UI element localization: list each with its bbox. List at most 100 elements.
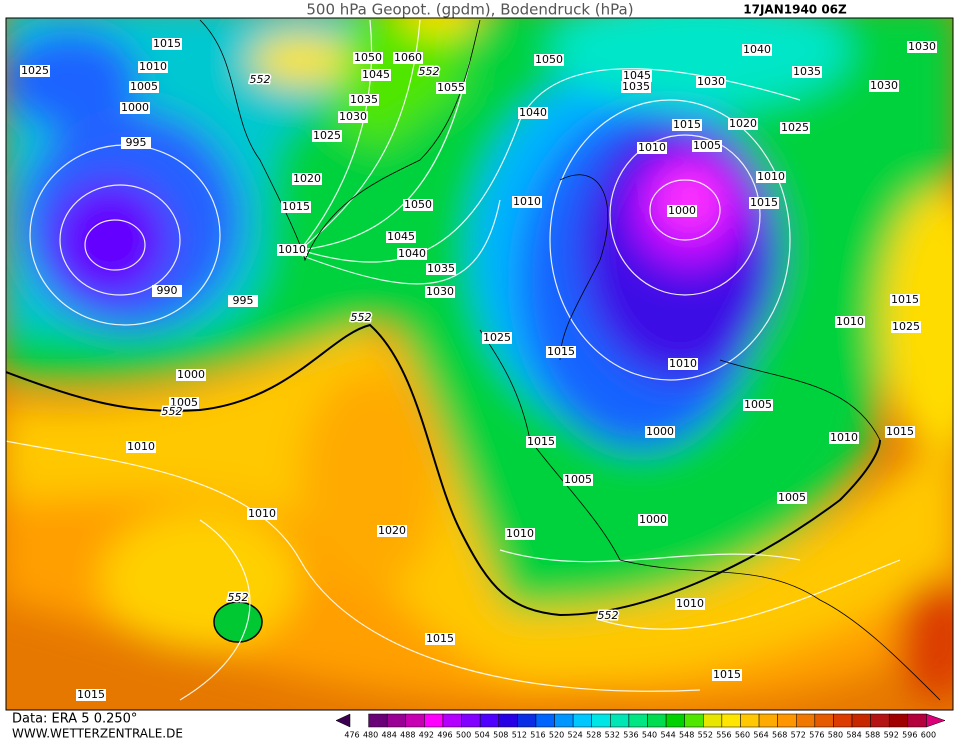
contour-label: 552	[598, 609, 619, 622]
label-box	[349, 94, 379, 106]
colorbar-tick-label: 568	[772, 731, 787, 740]
colorbar-cell	[888, 713, 909, 728]
isobar-label: 1030	[697, 75, 725, 88]
label-box	[386, 231, 416, 243]
colorbar-cell	[554, 713, 574, 728]
label-box	[728, 118, 758, 130]
label-box	[638, 514, 668, 526]
isobar-label: 1010	[127, 440, 155, 453]
colorbar-tick-label: 500	[456, 731, 471, 740]
colorbar-tick-label: 504	[475, 731, 490, 740]
isobar-label: 1000	[639, 513, 667, 526]
contour-label: 552	[419, 65, 440, 78]
label-box	[645, 426, 675, 438]
isobar-label: 1045	[362, 68, 390, 81]
colorbar-tick-label: 552	[698, 731, 713, 740]
isobar-label: 1010	[248, 507, 276, 520]
label-box	[668, 358, 698, 370]
isobar-labels: 1015 1010 1025 1005 1000 995 990 995 1000 1005 101…	[20, 37, 937, 701]
colorbar-arrow	[926, 713, 946, 728]
colorbar-tick-label: 600	[921, 731, 936, 740]
label-box	[152, 285, 182, 297]
label-box	[712, 669, 742, 681]
isobar-label: 1010	[513, 195, 541, 208]
colorbar-cell	[535, 713, 555, 728]
isobar-label: 1030	[908, 40, 936, 53]
label-box	[696, 76, 726, 88]
colorbar-cell	[591, 713, 611, 728]
data-source: Data: ERA 5 0.250°	[12, 712, 137, 727]
colorbar-tick-label: 476	[344, 731, 359, 740]
isobar-label: 1015	[891, 293, 919, 306]
label-box	[403, 199, 433, 211]
colorbar-tick-label: 584	[846, 731, 861, 740]
label-box	[756, 171, 786, 183]
label-box	[338, 111, 368, 123]
isobar-label: 1045	[623, 69, 651, 82]
colorbar-cell	[610, 713, 630, 728]
label-box	[247, 508, 277, 520]
isobar-label: 1020	[293, 172, 321, 185]
isobar-label: 1055	[437, 81, 465, 94]
isobar-label: 1010	[506, 527, 534, 540]
isobar-label: 1005	[564, 473, 592, 486]
colorbar-cell	[628, 713, 648, 728]
label-box	[281, 201, 311, 213]
isobar-label: 1015	[527, 435, 555, 448]
label-box	[829, 432, 859, 444]
isobar-label: 1005	[170, 396, 198, 409]
map-date: 17JAN1940 06Z	[743, 3, 847, 17]
colorbar-cell	[851, 713, 871, 728]
colorbar-cell	[461, 713, 481, 728]
colorbar-tick-label: 528	[586, 731, 601, 740]
colorbar-tick-label: 480	[363, 731, 378, 740]
label-box	[518, 107, 548, 119]
label-box	[563, 474, 593, 486]
isobar-label: 1015	[426, 632, 454, 645]
isobar-label: 1015	[282, 200, 310, 213]
colorbar-cell	[498, 713, 518, 728]
label-box	[885, 426, 915, 438]
colorbar-cell	[833, 713, 853, 728]
label-box	[526, 436, 556, 448]
label-box	[780, 122, 810, 134]
colorbar-cell	[572, 713, 592, 728]
colorbar-tick-label: 592	[884, 731, 899, 740]
isobar-label: 1010	[757, 170, 785, 183]
colorbar-tick-label: 492	[419, 731, 434, 740]
isobar-label: 1005	[693, 139, 721, 152]
colorbar-tick-label: 580	[828, 731, 843, 740]
colorbar-cell	[368, 713, 388, 728]
colorbar-cell	[386, 713, 407, 728]
label-box	[675, 598, 705, 610]
contour-label: 552	[351, 311, 372, 324]
isobar-label: 1035	[622, 80, 650, 93]
isobar-label: 1010	[139, 60, 167, 73]
label-box	[176, 369, 206, 381]
label-box	[546, 346, 576, 358]
isobar-label: 1030	[339, 110, 367, 123]
isobar-label: 995	[233, 294, 254, 307]
label-box	[890, 294, 920, 306]
isobar-label: 1015	[750, 196, 778, 209]
label-box	[426, 263, 456, 275]
isobar-label: 995	[126, 136, 147, 149]
isobar-label: 1040	[519, 106, 547, 119]
label-box	[169, 397, 199, 409]
colorbar-cell	[703, 713, 723, 728]
colorbar-cell	[721, 713, 741, 728]
isobar-label: 1000	[177, 368, 205, 381]
isobar-label: 1035	[427, 262, 455, 275]
colorbar-cell	[665, 713, 685, 728]
label-box	[482, 332, 512, 344]
colorbar-tick-label: 508	[493, 731, 508, 740]
label-box	[622, 70, 652, 82]
colorbar-cell	[740, 713, 760, 728]
colorbar-cell	[479, 713, 499, 728]
label-box	[749, 197, 779, 209]
colorbar-tick-label: 532	[605, 731, 620, 740]
colorbar-cell	[684, 713, 704, 728]
colorbar-tick-label: 536	[623, 731, 638, 740]
isobar-label: 1035	[350, 93, 378, 106]
